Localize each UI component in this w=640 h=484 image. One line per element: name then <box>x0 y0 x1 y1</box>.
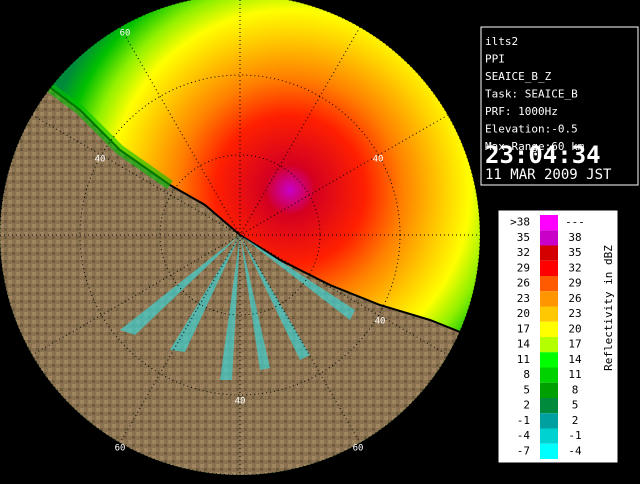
legend-low: -4 <box>517 429 531 442</box>
legend-high: 29 <box>568 277 581 290</box>
legend-swatch <box>540 337 558 353</box>
legend-swatch <box>540 398 558 414</box>
legend-swatch <box>540 428 558 444</box>
legend-low: 35 <box>517 231 530 244</box>
legend-low: 8 <box>523 368 530 381</box>
date: 11 MAR 2009 JST <box>485 167 612 183</box>
legend-low: 32 <box>517 246 530 259</box>
legend-high: 20 <box>568 322 581 335</box>
legend-low: 14 <box>517 338 531 351</box>
legend-high: -1 <box>568 429 581 442</box>
legend-swatch <box>540 276 558 292</box>
info-line: PPI <box>485 53 505 66</box>
legend-low: 2 <box>523 399 530 412</box>
ring-label: 40 <box>373 155 384 165</box>
legend-low: -7 <box>517 444 530 457</box>
legend-swatch <box>540 443 558 459</box>
legend-high: 14 <box>568 353 582 366</box>
legend-high: 5 <box>572 399 579 412</box>
legend-low: 11 <box>517 353 530 366</box>
ring-label: 40 <box>95 155 106 165</box>
legend-high: 26 <box>568 292 581 305</box>
land <box>0 60 480 475</box>
legend-low: 26 <box>517 277 530 290</box>
legend-swatch <box>540 306 558 322</box>
info-line: Elevation:-0.5 <box>485 123 578 136</box>
time: 23:04:34 <box>485 141 601 169</box>
legend-high: 32 <box>568 261 581 274</box>
legend-high: 23 <box>568 307 581 320</box>
radar-disc <box>0 0 480 475</box>
ring-label: 40 <box>375 317 386 327</box>
info-line: SEAICE_B_Z <box>485 70 552 83</box>
legend-swatch <box>540 260 558 276</box>
legend-swatch <box>540 382 558 398</box>
legend-low: 5 <box>523 383 530 396</box>
info-line: ilts2 <box>485 35 518 48</box>
legend-low: 20 <box>517 307 530 320</box>
legend-swatch <box>540 367 558 383</box>
legend-swatch <box>540 352 558 368</box>
legend-high: 8 <box>572 383 579 396</box>
legend-high: 38 <box>568 231 581 244</box>
legend-swatch <box>540 413 558 429</box>
legend-swatch <box>540 245 558 261</box>
info-line: PRF: 1000Hz <box>485 105 558 118</box>
legend-high: 17 <box>568 338 581 351</box>
info-box <box>480 26 639 186</box>
legend-high: --- <box>565 216 585 229</box>
legend-high: 11 <box>568 368 581 381</box>
legend-swatch <box>540 230 558 246</box>
legend-swatch <box>540 215 558 231</box>
ring-label: 60 <box>353 444 364 454</box>
ring-label: 60 <box>115 444 126 454</box>
legend-high: 2 <box>572 414 579 427</box>
info-text: ilts2 PPI SEAICE_B_Z Task: SEAICE_B PRF: 100… <box>485 35 612 183</box>
legend-low: 23 <box>517 292 530 305</box>
legend-low: -1 <box>517 414 530 427</box>
legend-high: -4 <box>568 444 582 457</box>
clutter <box>120 235 355 380</box>
legend-low: 17 <box>517 322 530 335</box>
legend-swatch <box>540 291 558 307</box>
ring-label: 40 <box>235 397 246 407</box>
range-rings <box>0 0 480 480</box>
ring-labels: 60 40 40 40 40 60 60 <box>95 29 386 454</box>
legend-high: 35 <box>568 246 581 259</box>
info-line: Task: SEAICE_B <box>485 88 578 101</box>
legend-low: >38 <box>510 216 530 229</box>
legend-swatch <box>540 321 558 337</box>
ring-label: 60 <box>120 29 131 39</box>
legend-low: 29 <box>517 261 530 274</box>
legend: >38 --- 35 38 32 35 29 32 26 29 23 26 20 23 17 20 14 17 11… <box>510 215 585 459</box>
legend-title: Reflectivity in dBZ <box>602 245 615 371</box>
info-line: Max Range:60 km <box>485 140 585 153</box>
